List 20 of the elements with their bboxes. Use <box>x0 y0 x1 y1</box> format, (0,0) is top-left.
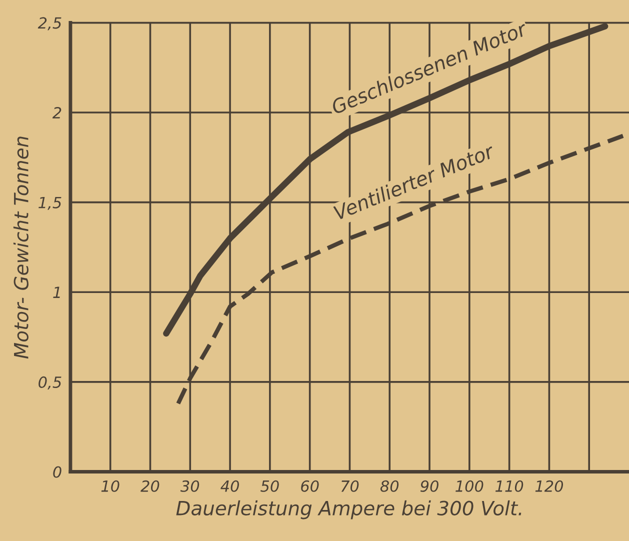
x-tick-label: 100 <box>456 480 484 492</box>
x-tick-label: 50 <box>260 480 279 492</box>
y-tick-label: 2,5 <box>38 17 62 30</box>
x-tick-label: 120 <box>535 480 564 492</box>
x-tick-label: 10 <box>101 480 120 492</box>
x-tick-label: 110 <box>495 480 524 492</box>
x-tick-label: 80 <box>380 480 399 492</box>
x-tick-label: 20 <box>140 480 160 492</box>
y-tick-label: 0 <box>53 466 62 478</box>
x-axis-title: Dauerleistung Ampere bei 300 Volt. <box>176 500 522 520</box>
y-tick-label: 0,5 <box>38 376 62 390</box>
y-tick-label: 2 <box>52 106 62 118</box>
x-tick-label: 60 <box>301 480 319 492</box>
x-tick-label: 70 <box>341 480 359 492</box>
x-tick-label: 30 <box>180 480 200 492</box>
y-tick-label: 1 <box>53 286 60 298</box>
x-tick-label: 90 <box>420 480 438 492</box>
x-tick-label: 40 <box>220 480 239 492</box>
y-tick-label: 1,5 <box>38 197 62 210</box>
y-axis-title: Motor- Gewicht Tonnen <box>13 136 28 359</box>
